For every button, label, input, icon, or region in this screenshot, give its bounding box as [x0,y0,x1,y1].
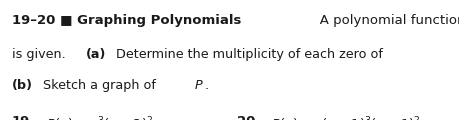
Text: 20.: 20. [236,115,260,120]
Text: (a): (a) [86,48,106,61]
Text: $P(x) = x(x + 1)^{3}(x - 1)^{2}$: $P(x) = x(x + 1)^{3}(x - 1)^{2}$ [267,115,420,120]
Text: P: P [194,79,202,92]
Text: Determine the multiplicity of each zero of: Determine the multiplicity of each zero … [112,48,386,61]
Text: A polynomial function: A polynomial function [307,14,459,27]
Text: 19–20 ■ Graphing Polynomials: 19–20 ■ Graphing Polynomials [11,14,241,27]
Text: is given.: is given. [11,48,69,61]
Text: .: . [204,79,208,92]
Text: 19.: 19. [11,115,35,120]
Text: $P(x) = x^{3}(x - 2)^{2}$: $P(x) = x^{3}(x - 2)^{2}$ [42,115,152,120]
Text: Sketch a graph of: Sketch a graph of [39,79,159,92]
Text: (b): (b) [11,79,33,92]
